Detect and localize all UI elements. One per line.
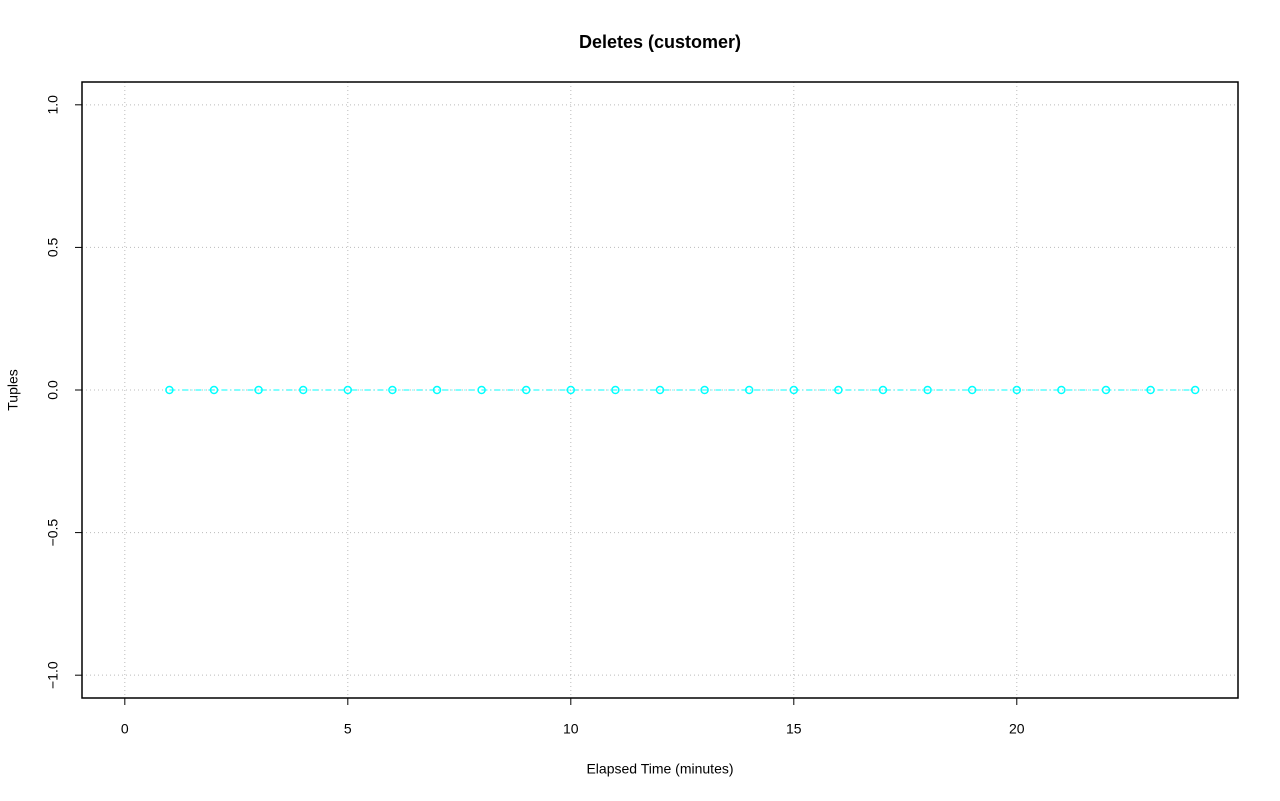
data-point xyxy=(388,385,397,395)
y-tick-label: −0.5 xyxy=(45,519,61,547)
x-axis-label: Elapsed Time (minutes) xyxy=(586,761,733,777)
data-point xyxy=(254,385,263,395)
data-point xyxy=(165,385,174,395)
x-tick-label: 20 xyxy=(1009,721,1025,737)
y-tick-label: −1.0 xyxy=(45,661,61,689)
data-point xyxy=(878,385,888,395)
data-point xyxy=(611,385,620,395)
x-tick-label: 10 xyxy=(563,721,579,737)
data-point xyxy=(1190,385,1200,395)
x-tick-label: 0 xyxy=(121,721,129,737)
data-point xyxy=(967,385,977,395)
y-axis-label: Tuples xyxy=(5,369,21,411)
data-point xyxy=(209,385,219,395)
data-point xyxy=(432,385,442,395)
x-tick-label: 15 xyxy=(786,721,802,737)
data-point xyxy=(834,385,843,395)
data-point xyxy=(298,385,308,395)
data-point xyxy=(700,385,709,395)
y-tick-label: 1.0 xyxy=(45,95,61,115)
data-point xyxy=(655,385,665,395)
y-tick-label: 0.5 xyxy=(45,237,61,257)
data-point xyxy=(1146,385,1155,395)
data-point xyxy=(521,385,531,395)
chart-title: Deletes (customer) xyxy=(579,32,741,52)
data-point xyxy=(1012,385,1022,395)
data-point xyxy=(923,385,932,395)
y-tick-label: 0.0 xyxy=(45,380,61,400)
data-point xyxy=(744,385,754,395)
data-point xyxy=(566,385,576,395)
data-point xyxy=(343,385,353,395)
data-point xyxy=(1101,385,1111,395)
data-point xyxy=(477,385,486,395)
data-point xyxy=(789,385,799,395)
plot-frame xyxy=(81,81,1239,699)
data-point xyxy=(1057,385,1066,395)
x-tick-label: 5 xyxy=(344,721,352,737)
